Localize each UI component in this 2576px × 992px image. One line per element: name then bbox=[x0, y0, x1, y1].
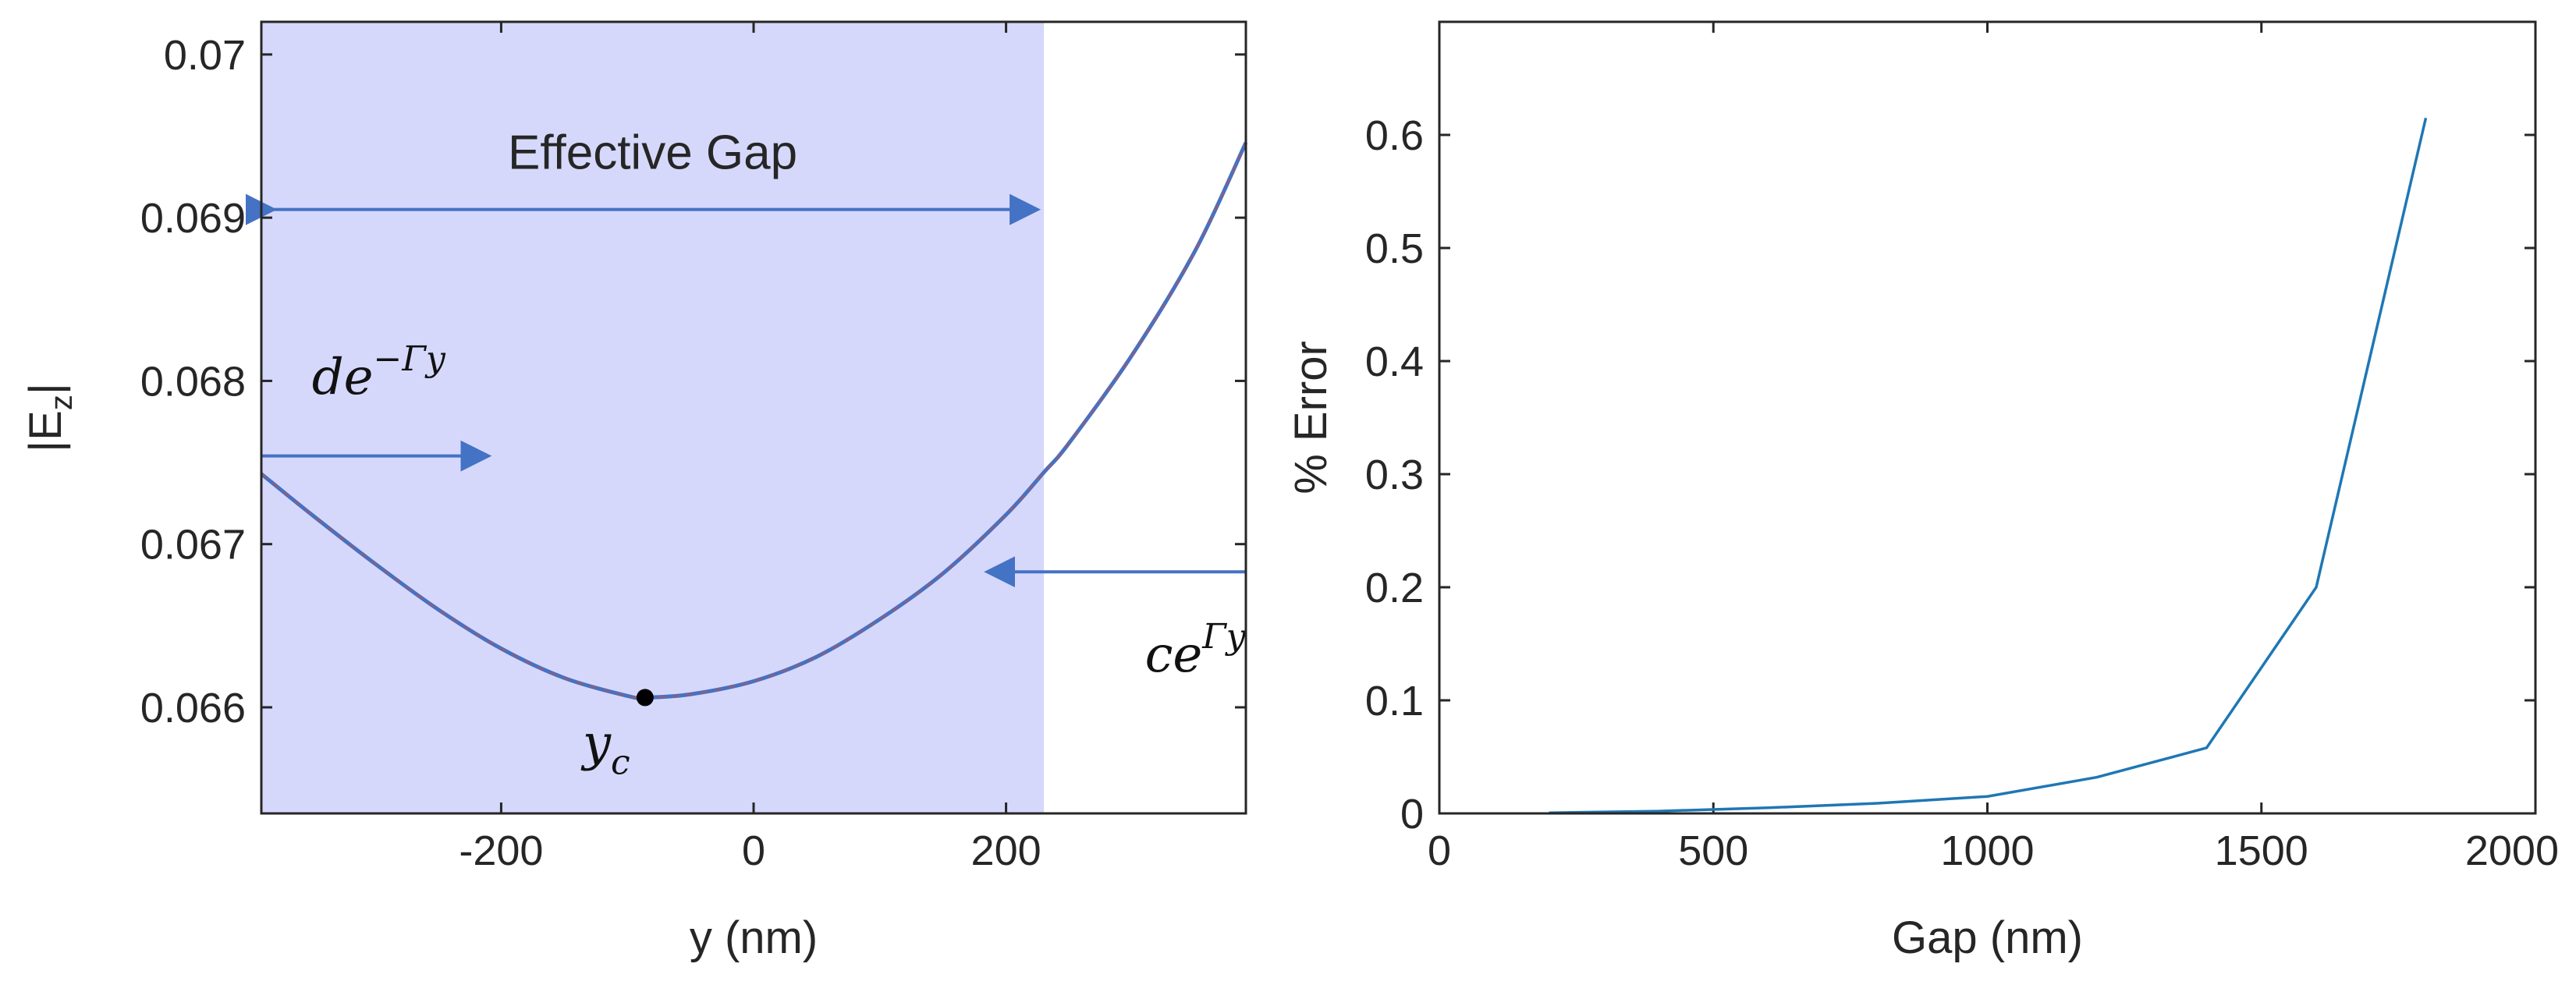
center-point bbox=[636, 689, 654, 707]
right-y-tick-label: 0.6 bbox=[1365, 112, 1424, 159]
effective-gap-region bbox=[261, 22, 1045, 813]
left-x-tick-label: 0 bbox=[742, 827, 765, 874]
right-x-tick-label: 1000 bbox=[1940, 827, 2034, 874]
right-x-tick-label: 2000 bbox=[2465, 827, 2559, 874]
left-y-tick-label: 0.066 bbox=[140, 685, 246, 732]
right-y-tick-label: 0.5 bbox=[1365, 225, 1424, 272]
left-y-tick-label: 0.067 bbox=[140, 522, 246, 569]
left-ticks bbox=[261, 22, 1246, 813]
right-decay-label: ceΓy bbox=[1145, 617, 1247, 684]
right-x-tick-label: 1500 bbox=[2215, 827, 2308, 874]
right-y-tick-label: 0.3 bbox=[1365, 452, 1424, 498]
effective-gap-label: Effective Gap bbox=[508, 126, 797, 179]
right-y-tick-label: 0.2 bbox=[1365, 565, 1424, 611]
right-tick-labels: 0 500 1000 1500 2000 0 0.1 0.2 0.3 0.4 0.5 0.6 bbox=[1365, 112, 2559, 874]
left-tick-labels: -200 0 200 0.066 0.067 0.068 0.069 0.07 bbox=[140, 32, 1041, 874]
right-x-tick-label: 500 bbox=[1678, 827, 1748, 874]
field-profile-chart: -200 0 200 0.066 0.067 0.068 0.069 0.07 Effecti… bbox=[20, 20, 1248, 963]
left-x-tick-label: 200 bbox=[971, 827, 1041, 874]
right-y-tick-label: 0.4 bbox=[1365, 338, 1424, 385]
right-x-tick-label: 0 bbox=[1428, 827, 1451, 874]
right-y-tick-label: 0 bbox=[1400, 791, 1424, 838]
left-y-axis-label: |Ez| bbox=[20, 383, 79, 452]
error-line bbox=[1549, 117, 2428, 815]
right-y-axis-label: % Error bbox=[1286, 341, 1336, 494]
error-chart: 0 500 1000 1500 2000 0 0.1 0.2 0.3 0.4 0.5 0.6 Gap … bbox=[1286, 20, 2559, 963]
right-x-axis-label: Gap (nm) bbox=[1892, 912, 2083, 963]
left-y-tick-label: 0.07 bbox=[164, 32, 246, 79]
left-x-tick-label: -200 bbox=[459, 827, 543, 874]
left-x-axis-label: y (nm) bbox=[690, 912, 818, 963]
right-ticks bbox=[1438, 22, 2537, 815]
field-fit-line bbox=[261, 142, 1247, 700]
right-y-tick-label: 0.1 bbox=[1365, 678, 1424, 725]
left-axes-box bbox=[260, 20, 1247, 815]
right-axes-box bbox=[1438, 20, 2537, 815]
left-y-tick-label: 0.068 bbox=[140, 358, 246, 405]
center-label: yc bbox=[580, 714, 630, 782]
left-decay-label: de−Γy bbox=[312, 339, 446, 406]
left-y-tick-label: 0.069 bbox=[140, 195, 246, 242]
